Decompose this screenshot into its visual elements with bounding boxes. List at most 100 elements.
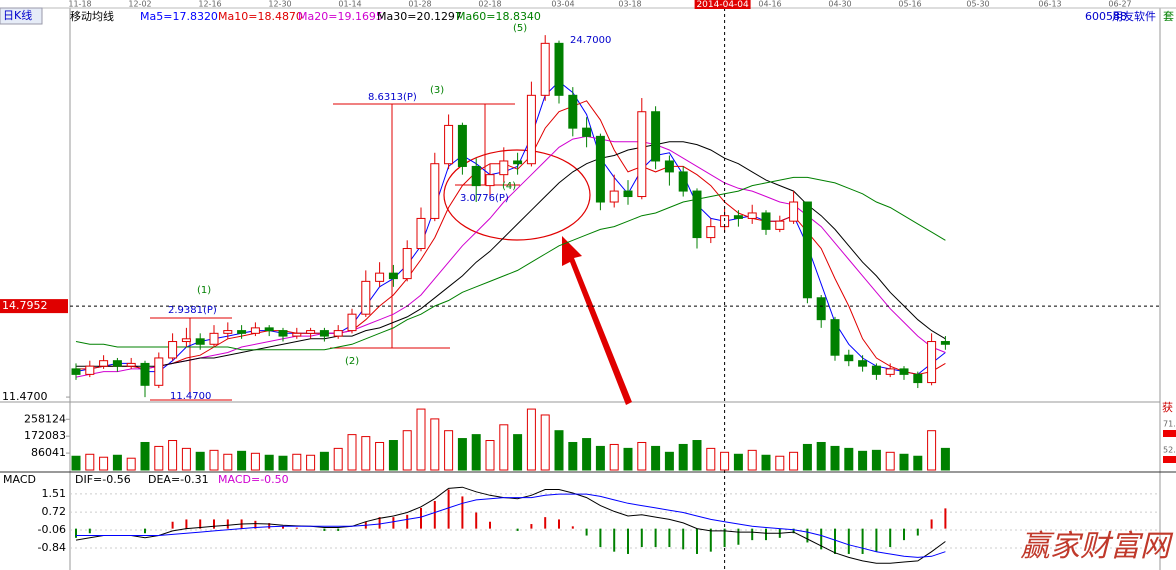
volume-bar — [85, 453, 95, 471]
date-label: 12-02 — [128, 0, 151, 9]
volume-bar — [540, 414, 550, 471]
volume-bar — [885, 451, 895, 471]
date-label: 03-04 — [551, 0, 574, 9]
volume-bar — [637, 441, 647, 471]
candle-body — [402, 248, 412, 280]
volume-bar — [416, 408, 426, 471]
volume-bar — [237, 450, 247, 471]
candle-body — [526, 94, 536, 165]
volume-bar — [899, 453, 909, 471]
volume-bar — [112, 454, 122, 471]
candle-body — [388, 272, 398, 280]
candle-body — [71, 368, 81, 375]
candle-body — [264, 327, 274, 332]
y-tick-label: -0.06 — [38, 523, 66, 536]
volume-bar — [595, 445, 605, 471]
volume-bar — [361, 436, 371, 471]
volume-bar — [554, 430, 564, 471]
volume-bar — [99, 456, 109, 471]
volume-bar — [347, 434, 357, 471]
candle-body — [568, 94, 578, 129]
cursor-box — [0, 299, 68, 314]
candle-body — [99, 360, 109, 367]
candle-body — [761, 212, 771, 230]
volume-bar — [181, 447, 191, 471]
volume-bar — [278, 455, 288, 471]
volume-bar — [71, 455, 81, 471]
candle-body — [885, 368, 895, 375]
candle-body — [457, 124, 467, 167]
side-bar — [1163, 456, 1176, 463]
candle-body — [250, 327, 260, 334]
y-tick-label: 0.72 — [42, 505, 67, 518]
volume-bar — [430, 418, 440, 471]
candle-body — [775, 220, 785, 230]
candle-body — [209, 332, 219, 345]
volume-bar — [913, 455, 923, 471]
candle-body — [816, 297, 826, 321]
volume-bar — [402, 430, 412, 471]
volume-bar — [306, 454, 316, 471]
volume-bar — [623, 447, 633, 471]
candle-body — [582, 127, 592, 137]
candle-body — [485, 174, 495, 187]
volume-bar — [264, 454, 274, 471]
volume-bar — [195, 451, 205, 471]
volume-bar — [871, 449, 881, 471]
candle-body — [609, 190, 619, 203]
volume-bar — [789, 451, 799, 471]
volume-bar — [733, 453, 743, 471]
candle-body — [623, 190, 633, 198]
volume-bar — [250, 452, 260, 471]
candle-body — [540, 42, 550, 96]
volume-bar — [333, 447, 343, 471]
volume-bar — [513, 434, 523, 471]
volume-bar — [444, 430, 454, 471]
candle-body — [927, 341, 937, 384]
annotation: (4) — [502, 181, 516, 192]
candle-body — [871, 365, 881, 375]
tab-label[interactable]: 日K线 — [3, 8, 32, 22]
date-label: 05-30 — [966, 0, 989, 9]
candle-body — [375, 272, 385, 282]
candle-body — [112, 360, 122, 367]
tab[interactable] — [0, 7, 43, 25]
y-tick-label: 172083 — [24, 429, 66, 442]
candle-body — [678, 171, 688, 192]
highlight-ellipse — [443, 149, 591, 241]
candle-body — [706, 226, 716, 239]
ma-line — [75, 176, 946, 351]
stock-code: 600588 — [1085, 10, 1127, 23]
candle-body — [361, 280, 371, 315]
volume-bar — [747, 449, 757, 471]
y-tick-label: 11.4700 — [2, 390, 48, 403]
ma-line — [75, 135, 946, 378]
candle-body — [844, 354, 854, 362]
candle-body — [195, 338, 205, 345]
cursor-label: 14.7952 — [2, 299, 48, 312]
y-tick-label: 1.51 — [42, 487, 67, 500]
side-label: 获 — [1162, 401, 1173, 414]
volume-bar — [223, 453, 233, 471]
volume-bar — [802, 443, 812, 471]
annotation: 2.9381(P) — [168, 305, 217, 316]
candle-body — [181, 338, 191, 343]
volume-bar — [582, 438, 592, 471]
volume-bar — [471, 434, 481, 471]
candle-body — [292, 332, 302, 337]
candle-body — [140, 362, 150, 386]
candle-body — [126, 362, 136, 367]
volume-bar — [292, 453, 302, 471]
legend-entry: Ma20=19.1695 — [298, 10, 383, 23]
ma-line — [76, 141, 946, 367]
date-label: 03-18 — [618, 0, 641, 9]
cursor-box — [694, 0, 751, 9]
side-tab[interactable]: 套 — [1163, 10, 1174, 23]
volume-bar — [775, 455, 785, 471]
macd-line — [76, 493, 946, 558]
date-label: 12-16 — [198, 0, 221, 9]
annotation: (1) — [197, 285, 211, 296]
date-label: 05-16 — [898, 0, 921, 9]
